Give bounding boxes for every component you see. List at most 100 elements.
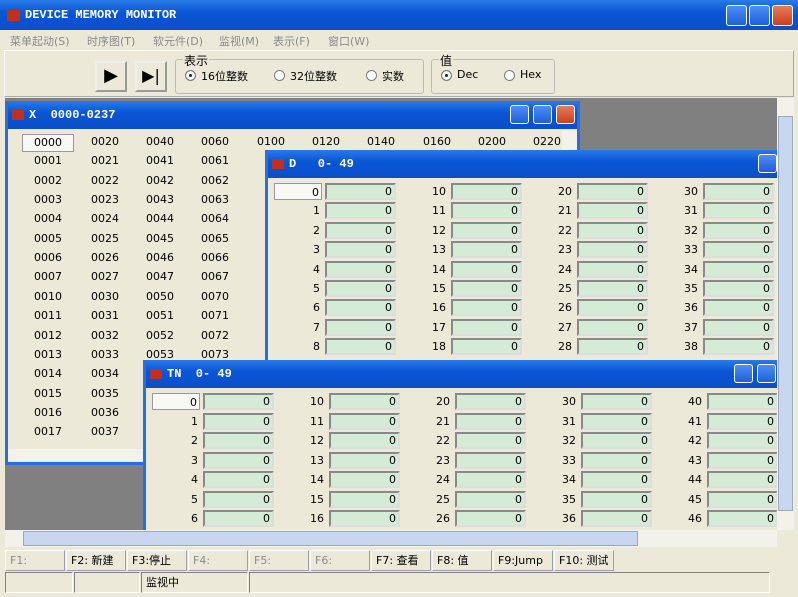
menu-item[interactable]: 窗口(W) <box>328 35 370 48</box>
address-cell[interactable]: 0034 <box>91 367 119 381</box>
step-button[interactable]: ▶| <box>135 61 167 92</box>
function-key[interactable]: F5: <box>249 550 309 571</box>
device-value[interactable]: 0 <box>451 183 522 200</box>
maximize-button[interactable] <box>749 5 770 26</box>
address-cell[interactable]: 0015 <box>34 386 62 400</box>
address-cell[interactable]: 0062 <box>201 173 229 187</box>
horizontal-scrollbar[interactable] <box>5 530 777 547</box>
address-cell[interactable]: 0003 <box>34 193 62 207</box>
device-value[interactable]: 0 <box>325 241 396 259</box>
device-value[interactable]: 0 <box>577 260 648 278</box>
address-cell[interactable]: 0063 <box>201 193 229 207</box>
address-cell[interactable]: 0006 <box>34 251 62 265</box>
address-cell[interactable]: 0022 <box>91 173 119 187</box>
address-cell[interactable]: 0005 <box>34 231 62 245</box>
device-value[interactable]: 0 <box>581 451 652 469</box>
radio-button[interactable] <box>441 70 452 81</box>
address-cell[interactable]: 0140 <box>367 135 395 148</box>
device-value[interactable]: 0 <box>707 412 777 430</box>
address-cell[interactable]: 0031 <box>91 309 119 323</box>
radio-label[interactable]: Dec <box>457 68 479 81</box>
address-cell[interactable]: 0220 <box>533 135 561 148</box>
device-value[interactable]: 0 <box>577 299 648 317</box>
radio-label[interactable]: 32位整数 <box>290 70 337 83</box>
device-value[interactable]: 0 <box>581 510 652 527</box>
device-value[interactable]: 0 <box>707 393 777 410</box>
address-cell[interactable]: 0047 <box>146 270 174 284</box>
device-value[interactable]: 0 <box>451 241 522 259</box>
address-cell[interactable]: 0000 <box>22 134 74 152</box>
address-cell[interactable]: 0067 <box>201 270 229 284</box>
device-value[interactable]: 0 <box>451 318 522 336</box>
function-key[interactable]: F1: <box>5 550 65 571</box>
address-cell[interactable]: 0042 <box>146 173 174 187</box>
device-value[interactable]: 0 <box>455 432 526 449</box>
device-value[interactable]: 0 <box>203 490 274 508</box>
address-cell[interactable]: 0014 <box>34 367 62 381</box>
address-cell[interactable]: 0021 <box>91 154 119 168</box>
device-value[interactable]: 0 <box>577 183 648 200</box>
function-key[interactable]: F4: <box>188 550 248 571</box>
device-value[interactable]: 0 <box>455 490 526 508</box>
device-value[interactable]: 0 <box>203 412 274 430</box>
address-cell[interactable]: 0060 <box>201 135 229 148</box>
address-cell[interactable]: 0053 <box>146 347 174 361</box>
device-value[interactable]: 0 <box>455 510 526 527</box>
device-value[interactable]: 0 <box>325 260 396 278</box>
address-cell[interactable]: 0050 <box>146 289 174 303</box>
address-cell[interactable]: 0043 <box>146 193 174 207</box>
device-value[interactable]: 0 <box>203 432 274 449</box>
vertical-scrollbar[interactable] <box>777 98 794 530</box>
device-value[interactable]: 0 <box>455 412 526 430</box>
address-cell[interactable]: 0072 <box>201 328 229 342</box>
radio-button[interactable] <box>185 70 196 81</box>
device-value[interactable]: 0 <box>329 471 400 488</box>
device-value[interactable]: 0 <box>451 299 522 317</box>
address-cell[interactable]: 0023 <box>91 193 119 207</box>
address-cell[interactable]: 0024 <box>91 212 119 226</box>
address-cell[interactable]: 0004 <box>34 212 62 226</box>
radio-button[interactable] <box>504 70 515 81</box>
function-key[interactable]: F7: 查看 <box>371 550 431 571</box>
device-value[interactable]: 0 <box>451 338 522 356</box>
radio-button[interactable] <box>366 70 377 81</box>
address-cell[interactable]: 0051 <box>146 309 174 323</box>
device-value[interactable]: 0 <box>203 510 274 527</box>
device-value[interactable]: 0 <box>577 241 648 259</box>
address-cell[interactable]: 0200 <box>478 135 506 148</box>
menu-item[interactable]: 监视(M) <box>219 35 260 48</box>
address-cell[interactable]: 0046 <box>146 251 174 265</box>
device-value[interactable]: 0 <box>325 338 396 356</box>
function-key[interactable]: F2: 新建 <box>66 550 126 571</box>
device-value[interactable]: 0 <box>581 490 652 508</box>
device-value[interactable]: 0 <box>455 471 526 488</box>
address-cell[interactable]: 0013 <box>34 347 62 361</box>
address-cell[interactable]: 0007 <box>34 270 62 284</box>
device-value[interactable]: 0 <box>203 451 274 469</box>
function-key[interactable]: F9:Jump <box>493 550 553 571</box>
close-button[interactable] <box>556 105 575 124</box>
function-key[interactable]: F10: 测试 <box>554 550 614 571</box>
address-cell[interactable]: 0027 <box>91 270 119 284</box>
address-cell[interactable]: 0002 <box>34 173 62 187</box>
address-cell[interactable]: 0001 <box>34 154 62 168</box>
minimize-button[interactable] <box>726 5 747 26</box>
address-cell[interactable]: 0100 <box>257 135 285 148</box>
address-cell[interactable]: 0011 <box>34 309 62 323</box>
device-value[interactable]: 0 <box>707 432 777 449</box>
device-value[interactable]: 0 <box>329 432 400 449</box>
device-value[interactable]: 0 <box>329 510 400 527</box>
device-value[interactable]: 0 <box>329 393 400 410</box>
device-value[interactable]: 0 <box>329 490 400 508</box>
radio-button[interactable] <box>274 70 285 81</box>
address-cell[interactable]: 0035 <box>91 386 119 400</box>
radio-label[interactable]: Hex <box>520 68 542 81</box>
device-value[interactable]: 0 <box>203 393 274 410</box>
device-value[interactable]: 0 <box>703 299 774 317</box>
device-value[interactable]: 0 <box>707 510 777 527</box>
address-cell[interactable]: 0044 <box>146 212 174 226</box>
device-value[interactable]: 0 <box>455 393 526 410</box>
address-cell[interactable]: 0016 <box>34 405 62 419</box>
address-cell[interactable]: 0033 <box>91 347 119 361</box>
address-cell[interactable]: 0070 <box>201 289 229 303</box>
